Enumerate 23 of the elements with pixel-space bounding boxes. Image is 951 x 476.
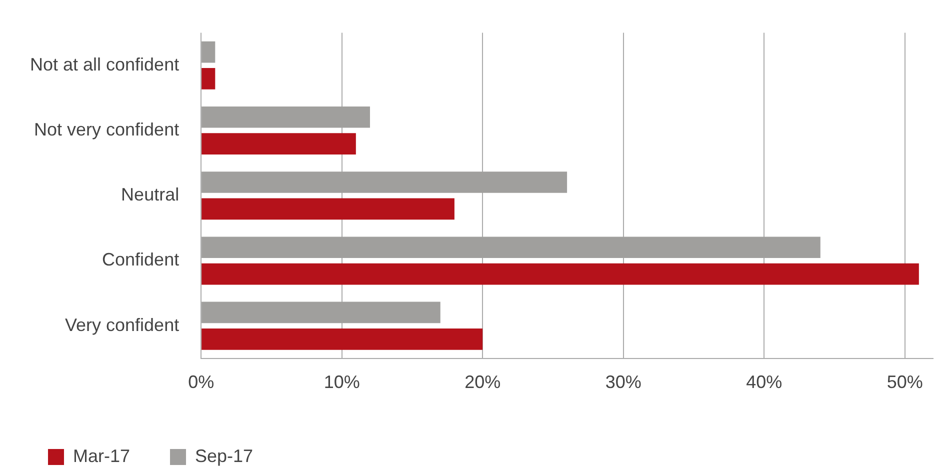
bar <box>202 302 440 324</box>
x-tick-label: 20% <box>464 372 501 392</box>
bar <box>202 236 820 258</box>
bar <box>202 328 483 350</box>
y-tick-label: Neutral <box>121 184 180 205</box>
legend-label: Sep-17 <box>195 446 254 466</box>
y-tick-label: Confident <box>102 250 180 270</box>
x-tick-label: 10% <box>324 372 360 392</box>
x-tick-label: 30% <box>605 372 642 392</box>
bar <box>202 133 356 155</box>
x-tick-label: 40% <box>746 372 782 392</box>
x-tick-label: 50% <box>886 372 923 392</box>
y-tick-label: Not very confident <box>34 119 180 140</box>
legend-label: Mar-17 <box>73 446 130 466</box>
x-tick-label: 0% <box>188 372 214 392</box>
bar <box>202 41 216 63</box>
bar <box>202 198 454 220</box>
bar <box>202 263 919 285</box>
bar <box>202 172 568 193</box>
bar <box>202 106 370 128</box>
bar <box>202 68 216 90</box>
y-tick-label: Not at all confident <box>30 54 180 74</box>
y-tick-label: Very confident <box>65 314 180 335</box>
